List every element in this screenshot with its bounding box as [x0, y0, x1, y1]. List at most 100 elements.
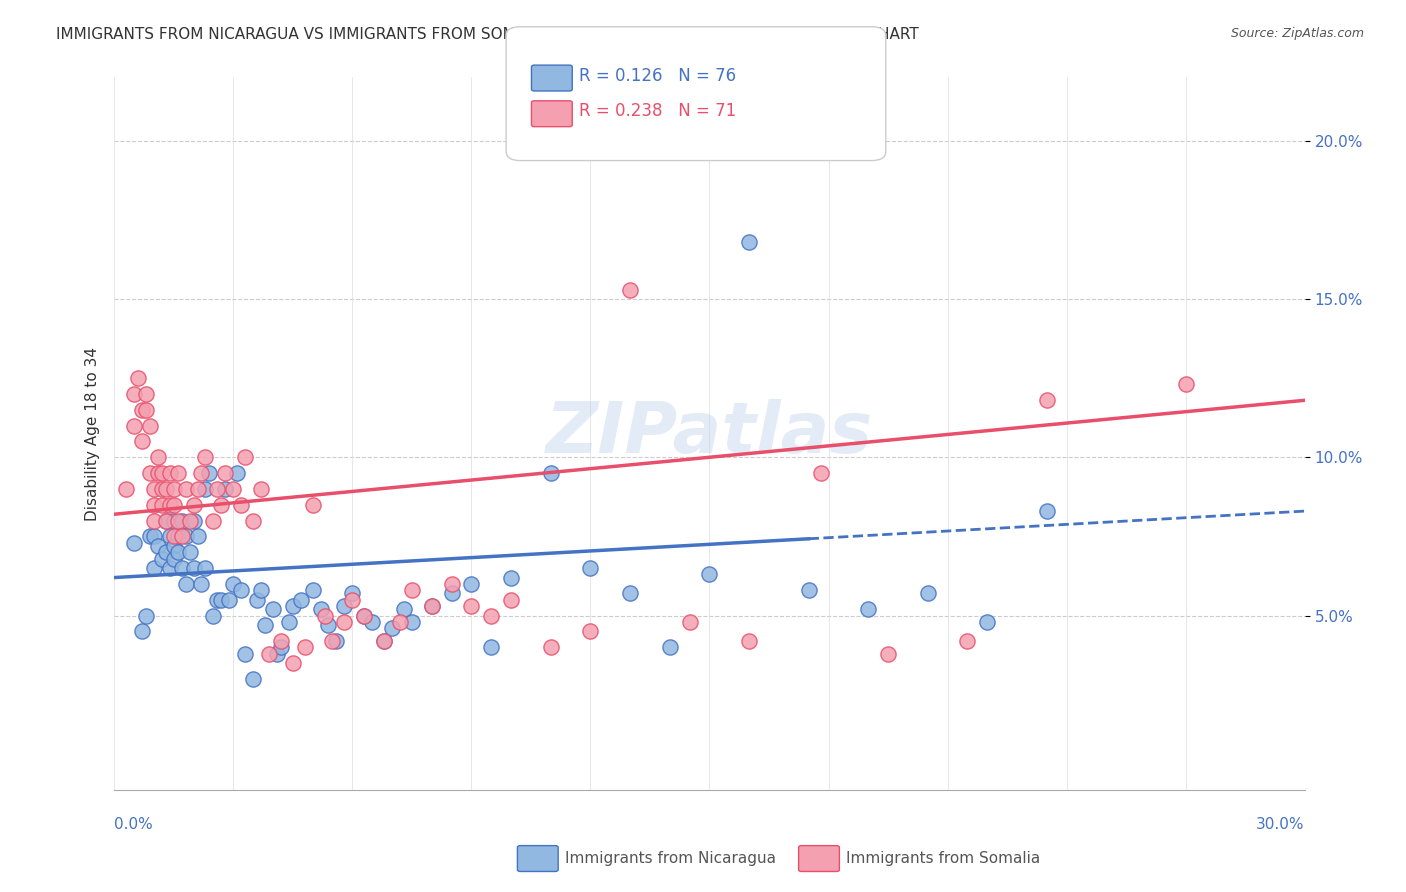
Point — [222, 577, 245, 591]
Point — [392, 602, 415, 616]
Point — [257, 647, 280, 661]
Point — [499, 592, 522, 607]
Point — [207, 592, 229, 607]
Point — [146, 450, 169, 465]
Point — [1036, 504, 1059, 518]
Point — [266, 647, 288, 661]
Point — [142, 561, 165, 575]
Point — [420, 599, 443, 613]
Point — [222, 482, 245, 496]
Point — [301, 498, 323, 512]
Point — [142, 498, 165, 512]
Point — [163, 551, 186, 566]
Point — [253, 618, 276, 632]
Point — [179, 514, 201, 528]
Point — [231, 583, 253, 598]
Point — [155, 514, 177, 528]
Point — [202, 514, 225, 528]
Point — [122, 418, 145, 433]
Point — [163, 529, 186, 543]
Point — [373, 633, 395, 648]
Point — [540, 640, 562, 655]
Point — [1036, 393, 1059, 408]
Point — [179, 545, 201, 559]
Point — [333, 615, 356, 629]
Text: Source: ZipAtlas.com: Source: ZipAtlas.com — [1230, 27, 1364, 40]
Point — [619, 283, 641, 297]
Point — [170, 529, 193, 543]
Point — [460, 599, 482, 613]
Point — [170, 514, 193, 528]
Point — [159, 561, 181, 575]
Point — [139, 529, 162, 543]
Point — [131, 434, 153, 449]
Point — [956, 633, 979, 648]
Point — [797, 583, 820, 598]
Point — [163, 514, 186, 528]
Point — [159, 498, 181, 512]
Point — [440, 586, 463, 600]
Point — [127, 371, 149, 385]
Point — [131, 624, 153, 639]
Text: IMMIGRANTS FROM NICARAGUA VS IMMIGRANTS FROM SOMALIA DISABILITY AGE 18 TO 34 COR: IMMIGRANTS FROM NICARAGUA VS IMMIGRANTS … — [56, 27, 920, 42]
Point — [579, 561, 602, 575]
Point — [309, 602, 332, 616]
Point — [619, 586, 641, 600]
Point — [194, 450, 217, 465]
Point — [122, 535, 145, 549]
Point — [877, 647, 900, 661]
Point — [174, 482, 197, 496]
Point — [135, 608, 157, 623]
Text: 0.0%: 0.0% — [114, 817, 153, 832]
Point — [209, 498, 232, 512]
Point — [155, 482, 177, 496]
Point — [250, 583, 273, 598]
Point — [214, 466, 236, 480]
Point — [460, 577, 482, 591]
Point — [381, 621, 404, 635]
Point — [976, 615, 998, 629]
Point — [142, 482, 165, 496]
Point — [122, 387, 145, 401]
Point — [183, 561, 205, 575]
Text: 30.0%: 30.0% — [1257, 817, 1305, 832]
Point — [342, 586, 364, 600]
Point — [202, 608, 225, 623]
Point — [353, 608, 375, 623]
Point — [190, 577, 212, 591]
Point — [810, 466, 832, 480]
Point — [183, 498, 205, 512]
Point — [246, 592, 269, 607]
Y-axis label: Disability Age 18 to 34: Disability Age 18 to 34 — [86, 346, 100, 521]
Point — [420, 599, 443, 613]
Point — [401, 583, 423, 598]
Point — [159, 529, 181, 543]
Point — [579, 624, 602, 639]
Point — [194, 561, 217, 575]
Point — [139, 466, 162, 480]
Point — [318, 618, 340, 632]
Point — [294, 640, 316, 655]
Point — [301, 583, 323, 598]
Point — [135, 402, 157, 417]
Point — [142, 514, 165, 528]
Point — [150, 498, 173, 512]
Point — [209, 592, 232, 607]
Point — [388, 615, 411, 629]
Point — [401, 615, 423, 629]
Point — [218, 592, 240, 607]
Point — [194, 482, 217, 496]
Point — [150, 466, 173, 480]
Text: R = 0.126   N = 76: R = 0.126 N = 76 — [579, 67, 737, 85]
Point — [277, 615, 299, 629]
Point — [183, 514, 205, 528]
Point — [1174, 377, 1197, 392]
Point — [226, 466, 249, 480]
Point — [155, 545, 177, 559]
Point — [198, 466, 221, 480]
Point — [658, 640, 681, 655]
Point — [321, 633, 343, 648]
Point — [174, 529, 197, 543]
Point — [155, 514, 177, 528]
Point — [479, 608, 502, 623]
